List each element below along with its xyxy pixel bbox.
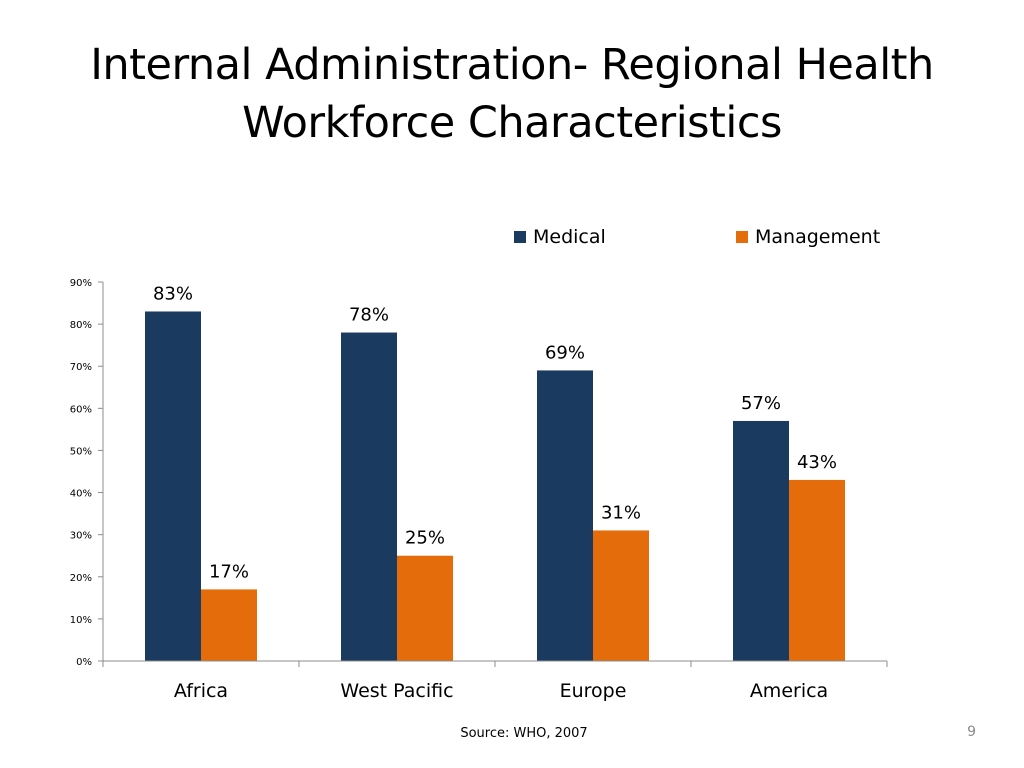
data-label-1-1: 25%: [405, 528, 445, 549]
y-tick-label-9: 90%: [70, 278, 92, 289]
y-tick-label-0: 0%: [76, 657, 92, 668]
y-tick-label-5: 50%: [70, 446, 92, 457]
data-label-0-3: 57%: [741, 393, 781, 414]
x-tick-label-3: America: [750, 680, 828, 702]
bar-0-1: [341, 332, 397, 661]
bar-1-0: [201, 589, 257, 661]
y-tick-label-1: 10%: [70, 615, 92, 626]
data-label-1-2: 31%: [601, 502, 641, 523]
bar-0-3: [733, 420, 789, 661]
y-tick-label-7: 70%: [70, 362, 92, 373]
x-tick-label-0: Africa: [174, 680, 228, 702]
y-tick-label-8: 80%: [70, 320, 92, 331]
page-number: 9: [967, 724, 976, 740]
bar-0-0: [145, 311, 201, 661]
legend-swatch-0: [514, 231, 526, 243]
y-tick-label-6: 60%: [70, 404, 92, 415]
data-label-1-3: 43%: [797, 452, 837, 473]
legend-label-0: Medical: [533, 226, 606, 248]
data-label-0-0: 83%: [153, 283, 193, 304]
x-tick-label-1: West Pacific: [340, 680, 453, 702]
bar-1-3: [789, 479, 845, 661]
legend-label-1: Management: [755, 226, 880, 248]
slide-title-line-2: Workforce Characteristics: [242, 98, 782, 148]
bar-0-2: [537, 370, 593, 661]
data-label-1-0: 17%: [209, 561, 249, 582]
slide-title-line-1: Internal Administration- Regional Health: [90, 40, 934, 90]
legend-swatch-1: [736, 231, 748, 243]
data-label-0-1: 78%: [349, 305, 389, 326]
bar-1-2: [593, 530, 649, 661]
source-note: Source: WHO, 2007: [460, 726, 588, 741]
y-tick-label-4: 40%: [70, 489, 92, 500]
slide-title: Internal Administration- Regional Health…: [0, 36, 1024, 152]
y-tick-label-3: 30%: [70, 531, 92, 542]
y-tick-label-2: 20%: [70, 573, 92, 584]
data-label-0-2: 69%: [545, 342, 585, 363]
x-tick-label-2: Europe: [560, 680, 627, 702]
bar-1-1: [397, 555, 453, 661]
